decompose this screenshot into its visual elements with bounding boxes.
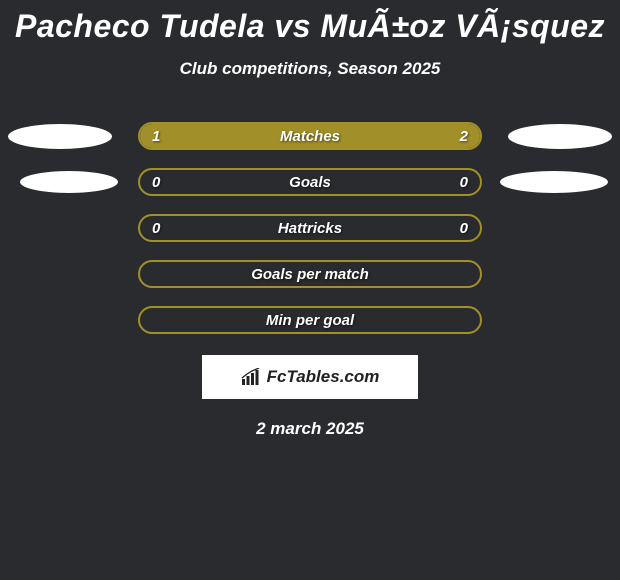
logo-text: FcTables.com [267,367,380,387]
player-avatar-left [8,124,112,149]
stat-label: Goals per match [140,266,480,283]
stat-row: Min per goal [0,297,620,343]
stat-row: Goals per match [0,251,620,297]
player-avatar-right [508,124,612,149]
stat-label: Matches [140,128,480,145]
stat-bar: Hattricks0 0 [138,214,482,242]
stat-bar: Matches1 2 [138,122,482,150]
bar-text-layer: Hattricks0 0 [140,216,480,240]
comparison-widget: Pacheco Tudela vs MuÃ±oz VÃ¡squez Club c… [0,0,620,439]
bar-text-layer: Goals0 0 [140,170,480,194]
date-text: 2 march 2025 [0,419,620,439]
stat-bar: Min per goal [138,306,482,334]
stat-label: Hattricks [140,220,480,237]
stat-value-right: 2 [460,128,468,145]
stat-label: Min per goal [140,312,480,329]
stat-bar: Goals per match [138,260,482,288]
bar-text-layer: Matches1 2 [140,124,480,148]
bar-text-layer: Min per goal [140,308,480,332]
fctables-logo[interactable]: FcTables.com [202,355,418,399]
bar-text-layer: Goals per match [140,262,480,286]
player-avatar-right [500,171,608,193]
subtitle: Club competitions, Season 2025 [0,59,620,79]
stats-rows: Matches12Goals00Hattricks00Goals per mat… [0,113,620,343]
page-title: Pacheco Tudela vs MuÃ±oz VÃ¡squez [0,0,620,45]
stat-value-left: 0 [152,174,160,191]
stat-bar: Goals0 0 [138,168,482,196]
stat-value-right: 0 [460,220,468,237]
player-avatar-left [20,171,118,193]
stat-row: Goals0 0 [0,159,620,205]
stat-value-left: 0 [152,220,160,237]
chart-icon [241,368,263,386]
stat-value-right: 0 [460,174,468,191]
stat-value-left: 1 [152,128,160,145]
stat-row: Matches1 2 [0,113,620,159]
stat-label: Goals [140,174,480,191]
stat-row: Hattricks0 0 [0,205,620,251]
